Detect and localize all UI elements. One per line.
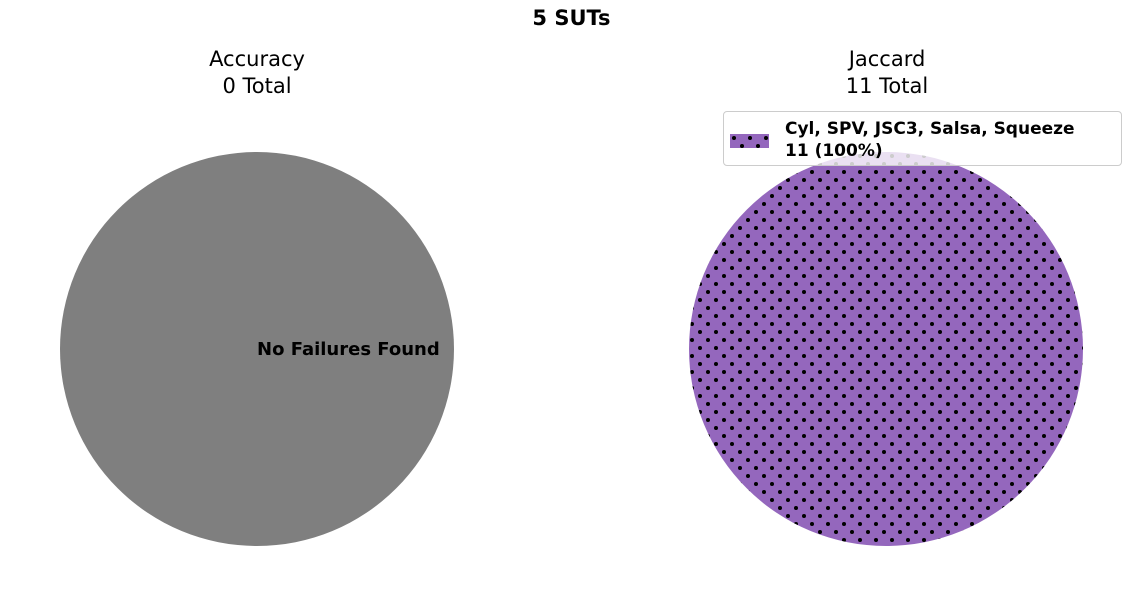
accuracy-pie: No Failures Found [60,152,454,546]
accuracy-title: Accuracy [209,47,305,71]
jaccard-pie [689,152,1083,546]
jaccard-pie-slice-0-hatch [689,152,1083,546]
figure-title: 5 SUTs [532,6,611,30]
jaccard-legend: Cyl, SPV, JSC3, Salsa, Squeeze 11 (100%) [723,111,1122,166]
legend-entry-count: 11 (100%) [785,141,883,161]
jaccard-total: 11 Total [845,74,929,98]
accuracy-chart-title: Accuracy 0 Total [107,46,407,100]
legend-entry-name: Cyl, SPV, JSC3, Salsa, Squeeze [785,119,1075,139]
legend-swatch [730,134,769,148]
no-failures-label: No Failures Found [257,339,440,360]
legend-label: Cyl, SPV, JSC3, Salsa, Squeeze 11 (100%) [785,118,1075,162]
jaccard-chart-title: Jaccard 11 Total [737,46,1037,100]
accuracy-pie-slice-0 [60,152,454,546]
accuracy-total: 0 Total [222,74,292,98]
jaccard-title: Jaccard [848,47,926,71]
